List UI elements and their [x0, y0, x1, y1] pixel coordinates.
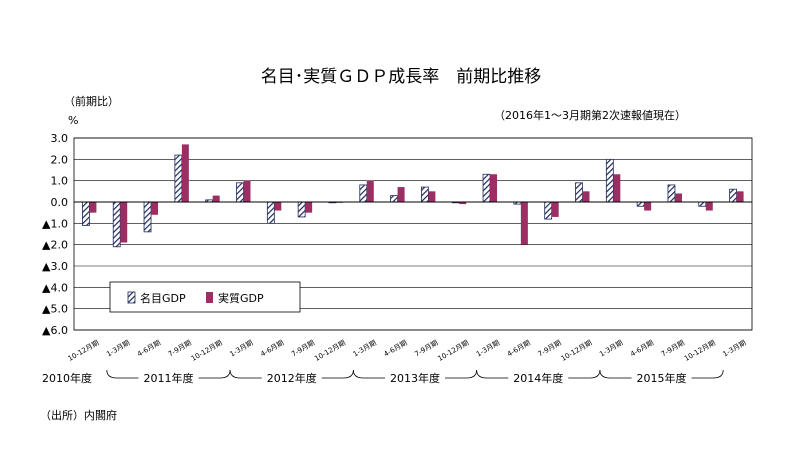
bar-real	[366, 180, 374, 202]
fiscal-year-label: 2015年度	[637, 371, 687, 385]
bar-real	[397, 187, 405, 202]
bar-nominal	[421, 186, 429, 203]
bar-real	[274, 202, 282, 211]
y-tick-label: 2.0	[51, 153, 69, 166]
y-tick-label: 3.0	[51, 132, 69, 145]
bar-real	[644, 202, 652, 211]
y-tick-label: ▲2.0	[42, 239, 68, 252]
x-tick-label: 4-6月期	[136, 339, 162, 359]
fiscal-year-label: 2011年度	[143, 371, 193, 385]
bar-nominal	[698, 201, 707, 207]
bar-real	[674, 193, 682, 202]
bar-real	[490, 174, 498, 202]
bar-real	[151, 202, 159, 215]
fiscal-year-label: 2010年度	[42, 371, 92, 385]
bar-nominal	[482, 173, 491, 203]
x-tick-label: 4-6月期	[629, 339, 655, 359]
legend-box	[109, 281, 301, 313]
bar-nominal	[544, 201, 553, 220]
bar-real	[120, 202, 128, 243]
bar-nominal	[359, 184, 368, 203]
bar-real	[243, 180, 251, 202]
source-note: （出所）内閣府	[40, 409, 117, 422]
bar-nominal	[636, 201, 645, 207]
x-tick-label: 10-12月期	[190, 339, 224, 363]
bar-real	[305, 202, 313, 213]
y-tick-label: 1.0	[51, 175, 69, 188]
bar-nominal	[236, 182, 244, 203]
bar-real	[212, 195, 220, 202]
bar-real	[428, 191, 436, 202]
legend-label-nominal: 名目GDP	[140, 291, 186, 305]
y-tick-label: ▲4.0	[42, 281, 68, 294]
x-tick-label: 1-3月期	[598, 339, 624, 359]
legend-label-real: 実質GDP	[218, 291, 264, 305]
bar-real	[705, 202, 713, 211]
x-tick-label: 4-6月期	[383, 339, 409, 359]
bar-nominal	[390, 195, 398, 203]
x-tick-label: 4-6月期	[259, 339, 285, 359]
bar-real	[736, 191, 744, 202]
fiscal-year-bracket	[599, 369, 724, 379]
bar-nominal	[605, 158, 614, 203]
x-tick-label: 1-3月期	[352, 339, 378, 359]
bar-real	[520, 202, 528, 245]
bar-nominal	[729, 188, 737, 203]
bar-nominal	[143, 201, 152, 233]
fiscal-year-label: 2014年度	[513, 371, 563, 385]
legend-swatch-real	[206, 292, 213, 303]
bar-nominal	[297, 201, 306, 218]
bar-nominal	[667, 184, 676, 203]
x-tick-label: 4-6月期	[506, 339, 532, 359]
bar-nominal	[174, 154, 183, 203]
bar-nominal	[112, 201, 121, 248]
x-tick-label: 10-12月期	[560, 339, 594, 363]
y-axis-unit-label: （前期比）	[64, 95, 119, 108]
bar-nominal	[82, 201, 90, 226]
bar-real	[613, 174, 621, 202]
y-axis-percent-label: %	[68, 114, 79, 127]
bar-real	[551, 202, 559, 217]
y-tick-label: ▲6.0	[42, 324, 68, 337]
chart-title: 名目･実質ＧＤＰ成長率 前期比推移	[260, 67, 542, 87]
bar-nominal	[575, 182, 583, 203]
chart-subtitle: （2016年1～3月期第2次速報値現在）	[494, 109, 686, 122]
y-tick-label: ▲3.0	[42, 260, 68, 273]
legend-swatch-nominal	[127, 291, 136, 304]
bar-real	[459, 202, 467, 205]
x-tick-label: 10-12月期	[683, 339, 717, 363]
x-tick-label: 1-3月期	[475, 339, 501, 359]
fiscal-year-label: 2012年度	[267, 371, 317, 385]
bar-real	[582, 191, 590, 202]
bar-nominal	[266, 201, 275, 224]
x-tick-label: 10-12月期	[436, 339, 470, 363]
x-tick-label: 10-12月期	[67, 339, 101, 363]
fiscal-year-label: 2013年度	[390, 371, 440, 385]
x-tick-label: 1-3月期	[228, 339, 254, 359]
y-tick-label: 0.0	[51, 196, 69, 209]
bar-real	[89, 202, 97, 213]
x-tick-label: 1-3月期	[105, 339, 131, 359]
bar-real	[181, 144, 189, 202]
y-tick-label: ▲1.0	[42, 217, 68, 230]
y-tick-label: ▲5.0	[42, 303, 68, 316]
x-tick-label: 10-12月期	[313, 339, 347, 363]
x-tick-label: 1-3月期	[722, 339, 748, 359]
